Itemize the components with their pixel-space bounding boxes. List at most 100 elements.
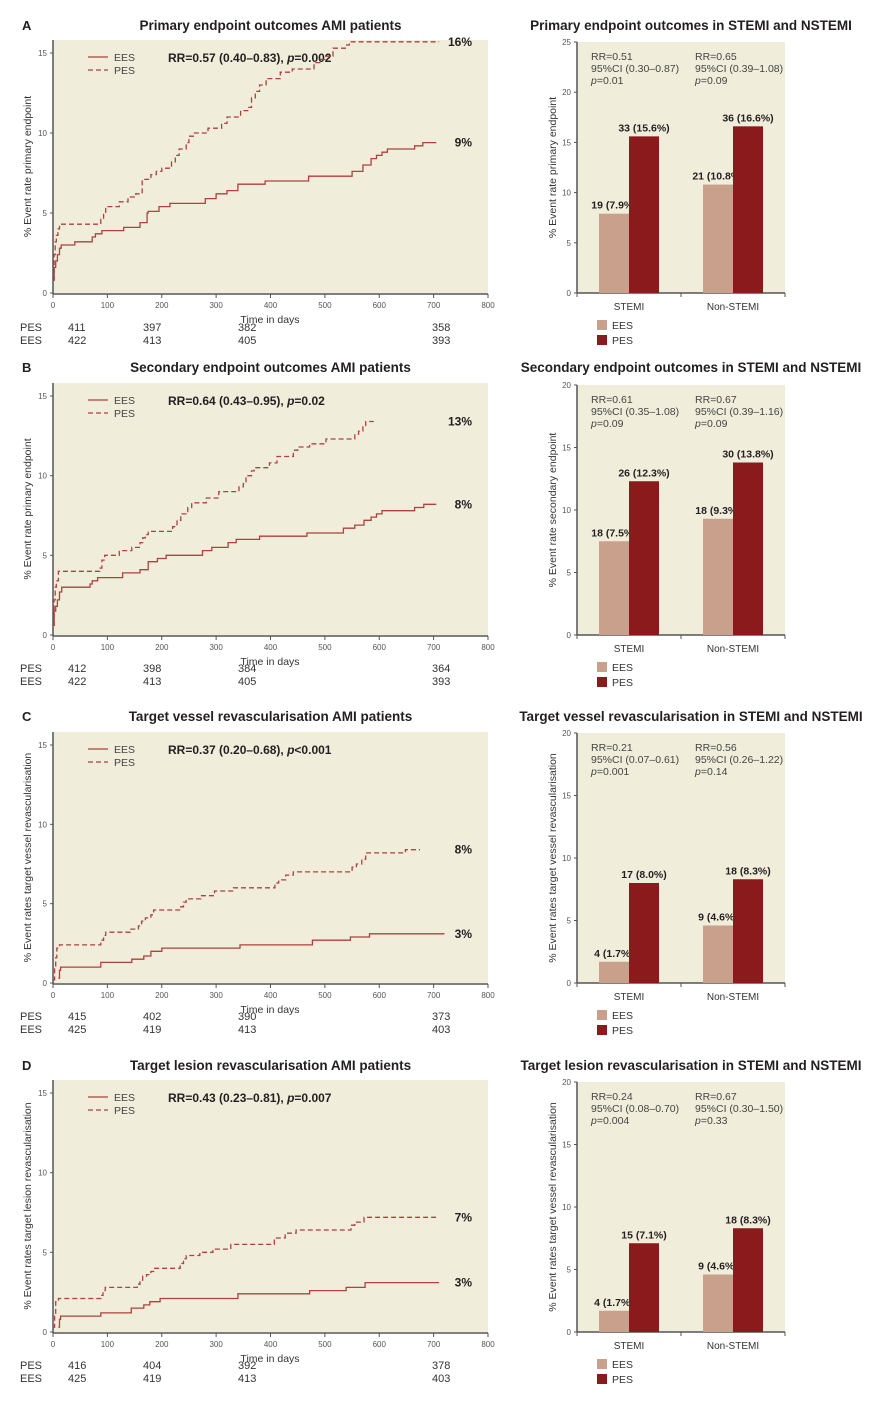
rr-stat: RR=0.67 bbox=[695, 394, 737, 406]
rr-annotation: RR=0.57 (0.40–0.83), p=0.002 bbox=[168, 51, 332, 65]
ci-stat: 95%CI (0.39–1.08) bbox=[695, 63, 783, 75]
risk-table-value: 373 bbox=[432, 1011, 450, 1023]
y-tick-label: 10 bbox=[38, 1169, 47, 1178]
category-label: Non-STEMI bbox=[707, 1341, 759, 1352]
ci-stat: 95%CI (0.30–0.87) bbox=[591, 63, 679, 75]
rr-stat: RR=0.51 bbox=[591, 51, 633, 63]
rr-annotation-value: <0.001 bbox=[294, 743, 331, 757]
category-label: Non-STEMI bbox=[707, 644, 759, 655]
x-tick-label: 100 bbox=[101, 301, 115, 310]
risk-table-value: 405 bbox=[238, 335, 256, 347]
category-label: STEMI bbox=[614, 992, 645, 1003]
legend-label-ees: EES bbox=[114, 395, 135, 407]
y-axis-label: % Event rates target vessel revascularis… bbox=[547, 1102, 559, 1312]
p-value: =0.09 bbox=[597, 418, 624, 430]
panel-letter: A bbox=[22, 18, 32, 33]
y-tick-label: 20 bbox=[562, 729, 571, 738]
y-tick-label: 0 bbox=[43, 1328, 48, 1337]
p-value: =0.09 bbox=[701, 418, 728, 430]
legend-label-ees: EES bbox=[612, 1010, 633, 1022]
rr-annotation-text: RR=0.57 (0.40–0.83), bbox=[168, 51, 287, 65]
bar-value-label: 15 (7.1%) bbox=[621, 1229, 667, 1241]
legend-label-ees: EES bbox=[612, 320, 633, 332]
bar-ees bbox=[703, 518, 733, 635]
y-tick-label: 15 bbox=[562, 792, 571, 801]
legend-label-pes: PES bbox=[114, 1105, 135, 1117]
km-chart-d: 0 5 10 15 0 100 200 300 400 500 600 700 800 Time in d… bbox=[20, 1080, 495, 1385]
x-tick-label: 600 bbox=[373, 301, 387, 310]
end-label-pes: 13% bbox=[448, 414, 472, 428]
end-label-ees: 8% bbox=[455, 497, 473, 511]
end-label-ees: 3% bbox=[455, 927, 473, 941]
p-symbol: p bbox=[590, 1115, 597, 1127]
x-axis-label: Time in days bbox=[240, 656, 299, 668]
bar-pes bbox=[733, 879, 763, 983]
x-tick-label: 300 bbox=[209, 643, 223, 652]
ci-stat: 95%CI (0.08–0.70) bbox=[591, 1103, 679, 1115]
y-axis-label: % Event rates target lesion revascularis… bbox=[22, 1102, 34, 1309]
x-tick-label: 0 bbox=[51, 643, 56, 652]
bar-value-label: 33 (15.6%) bbox=[618, 122, 669, 134]
bar-pes bbox=[629, 136, 659, 293]
legend-swatch-pes bbox=[597, 677, 607, 687]
risk-table-value: 390 bbox=[238, 1011, 256, 1023]
end-label-ees: 9% bbox=[455, 136, 473, 150]
p-stat: p=0.09 bbox=[694, 418, 728, 430]
legend-swatch-ees bbox=[597, 662, 607, 672]
risk-table-value: 422 bbox=[68, 335, 86, 347]
panel-letter: C bbox=[22, 709, 32, 724]
x-tick-label: 200 bbox=[155, 643, 169, 652]
y-tick-label: 20 bbox=[562, 1078, 571, 1087]
y-tick-label: 5 bbox=[43, 551, 48, 560]
legend-label-pes: PES bbox=[612, 335, 633, 347]
risk-table-value: 364 bbox=[432, 663, 450, 675]
risk-table-value: 419 bbox=[143, 1024, 161, 1036]
p-stat: p=0.09 bbox=[590, 418, 624, 430]
km-curve-pes bbox=[53, 420, 374, 627]
bar-value-label: 18 (9.3%) bbox=[695, 505, 741, 517]
risk-table-value: 358 bbox=[432, 322, 450, 334]
bar-value-label: 36 (16.6%) bbox=[722, 112, 773, 124]
legend-label-pes: PES bbox=[612, 1374, 633, 1386]
y-tick-label: 0 bbox=[43, 979, 48, 988]
p-value: =0.33 bbox=[701, 1115, 728, 1127]
risk-table-label: EES bbox=[20, 676, 42, 688]
p-value: =0.14 bbox=[701, 766, 728, 778]
category-label: STEMI bbox=[614, 644, 645, 655]
y-tick-label: 5 bbox=[567, 1266, 572, 1275]
km-curve-pes bbox=[53, 41, 440, 281]
x-tick-label: 500 bbox=[318, 1340, 332, 1349]
x-tick-label: 800 bbox=[481, 1340, 495, 1349]
plot-background bbox=[53, 732, 488, 983]
risk-table-value: 393 bbox=[432, 335, 450, 347]
x-tick-label: 800 bbox=[481, 301, 495, 310]
x-tick-label: 600 bbox=[373, 991, 387, 1000]
y-tick-label: 10 bbox=[562, 506, 571, 515]
y-tick-label: 20 bbox=[562, 381, 571, 390]
bar-chart-title: Primary endpoint outcomes in STEMI and N… bbox=[530, 18, 852, 33]
end-label-pes: 8% bbox=[455, 843, 473, 857]
x-tick-label: 800 bbox=[481, 991, 495, 1000]
risk-table-value: 393 bbox=[432, 676, 450, 688]
legend-swatch-pes bbox=[597, 1025, 607, 1035]
risk-table-value: 413 bbox=[238, 1373, 256, 1385]
ci-stat: 95%CI (0.26–1.22) bbox=[695, 754, 783, 766]
bar-ees bbox=[703, 925, 733, 983]
x-tick-label: 100 bbox=[101, 1340, 115, 1349]
bar-ees bbox=[599, 213, 629, 293]
p-stat: p=0.001 bbox=[590, 766, 629, 778]
legend-swatch-pes bbox=[597, 1374, 607, 1384]
rr-annotation-p: p bbox=[286, 1091, 294, 1105]
km-curve-ees bbox=[53, 503, 437, 627]
panel-letter: D bbox=[22, 1058, 32, 1073]
y-tick-label: 0 bbox=[567, 1328, 572, 1337]
y-tick-label: 15 bbox=[562, 1141, 571, 1150]
rr-stat: RR=0.65 bbox=[695, 51, 737, 63]
legend-label-ees: EES bbox=[114, 52, 135, 64]
bar-pes bbox=[733, 126, 763, 293]
legend-label-pes: PES bbox=[114, 757, 135, 769]
rr-annotation-value: =0.007 bbox=[294, 1091, 331, 1105]
bar-value-label: 9 (4.6%) bbox=[698, 1261, 738, 1273]
risk-table-value: 411 bbox=[68, 322, 86, 334]
